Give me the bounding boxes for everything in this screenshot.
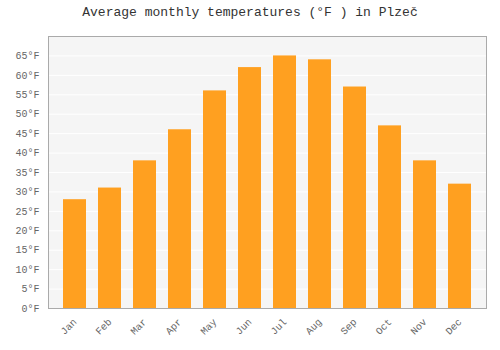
- svg-text:Jan: Jan: [59, 317, 80, 338]
- svg-text:10°F: 10°F: [15, 265, 39, 276]
- svg-text:5°F: 5°F: [21, 284, 39, 295]
- svg-text:25°F: 25°F: [15, 207, 39, 218]
- svg-text:50°F: 50°F: [15, 109, 39, 120]
- svg-text:Apr: Apr: [164, 317, 185, 338]
- svg-text:55°F: 55°F: [15, 90, 39, 101]
- svg-text:20°F: 20°F: [15, 226, 39, 237]
- svg-text:Sep: Sep: [339, 317, 360, 338]
- html-text:Average monthly temperatures (: Average monthly temperatures (°F ) in Pl…: [82, 5, 418, 20]
- svg-text:May: May: [199, 317, 220, 338]
- svg-text:Dec: Dec: [444, 317, 465, 338]
- svg-text:Feb: Feb: [94, 317, 115, 338]
- svg-text:15°F: 15°F: [15, 245, 39, 256]
- svg-text:Jul: Jul: [269, 317, 290, 338]
- svg-text:Aug: Aug: [304, 317, 325, 338]
- svg-text:65°F: 65°F: [15, 51, 39, 62]
- svg-text:Jun: Jun: [234, 317, 255, 338]
- svg-text:35°F: 35°F: [15, 168, 39, 179]
- svg-text:60°F: 60°F: [15, 71, 39, 82]
- svg-text:40°F: 40°F: [15, 148, 39, 159]
- svg-text:45°F: 45°F: [15, 129, 39, 140]
- svg-text:Nov: Nov: [409, 317, 430, 338]
- svg-text:0°F: 0°F: [21, 304, 39, 315]
- svg-text:30°F: 30°F: [15, 187, 39, 198]
- svg-text:Oct: Oct: [374, 317, 395, 338]
- svg-text:Mar: Mar: [129, 317, 150, 338]
